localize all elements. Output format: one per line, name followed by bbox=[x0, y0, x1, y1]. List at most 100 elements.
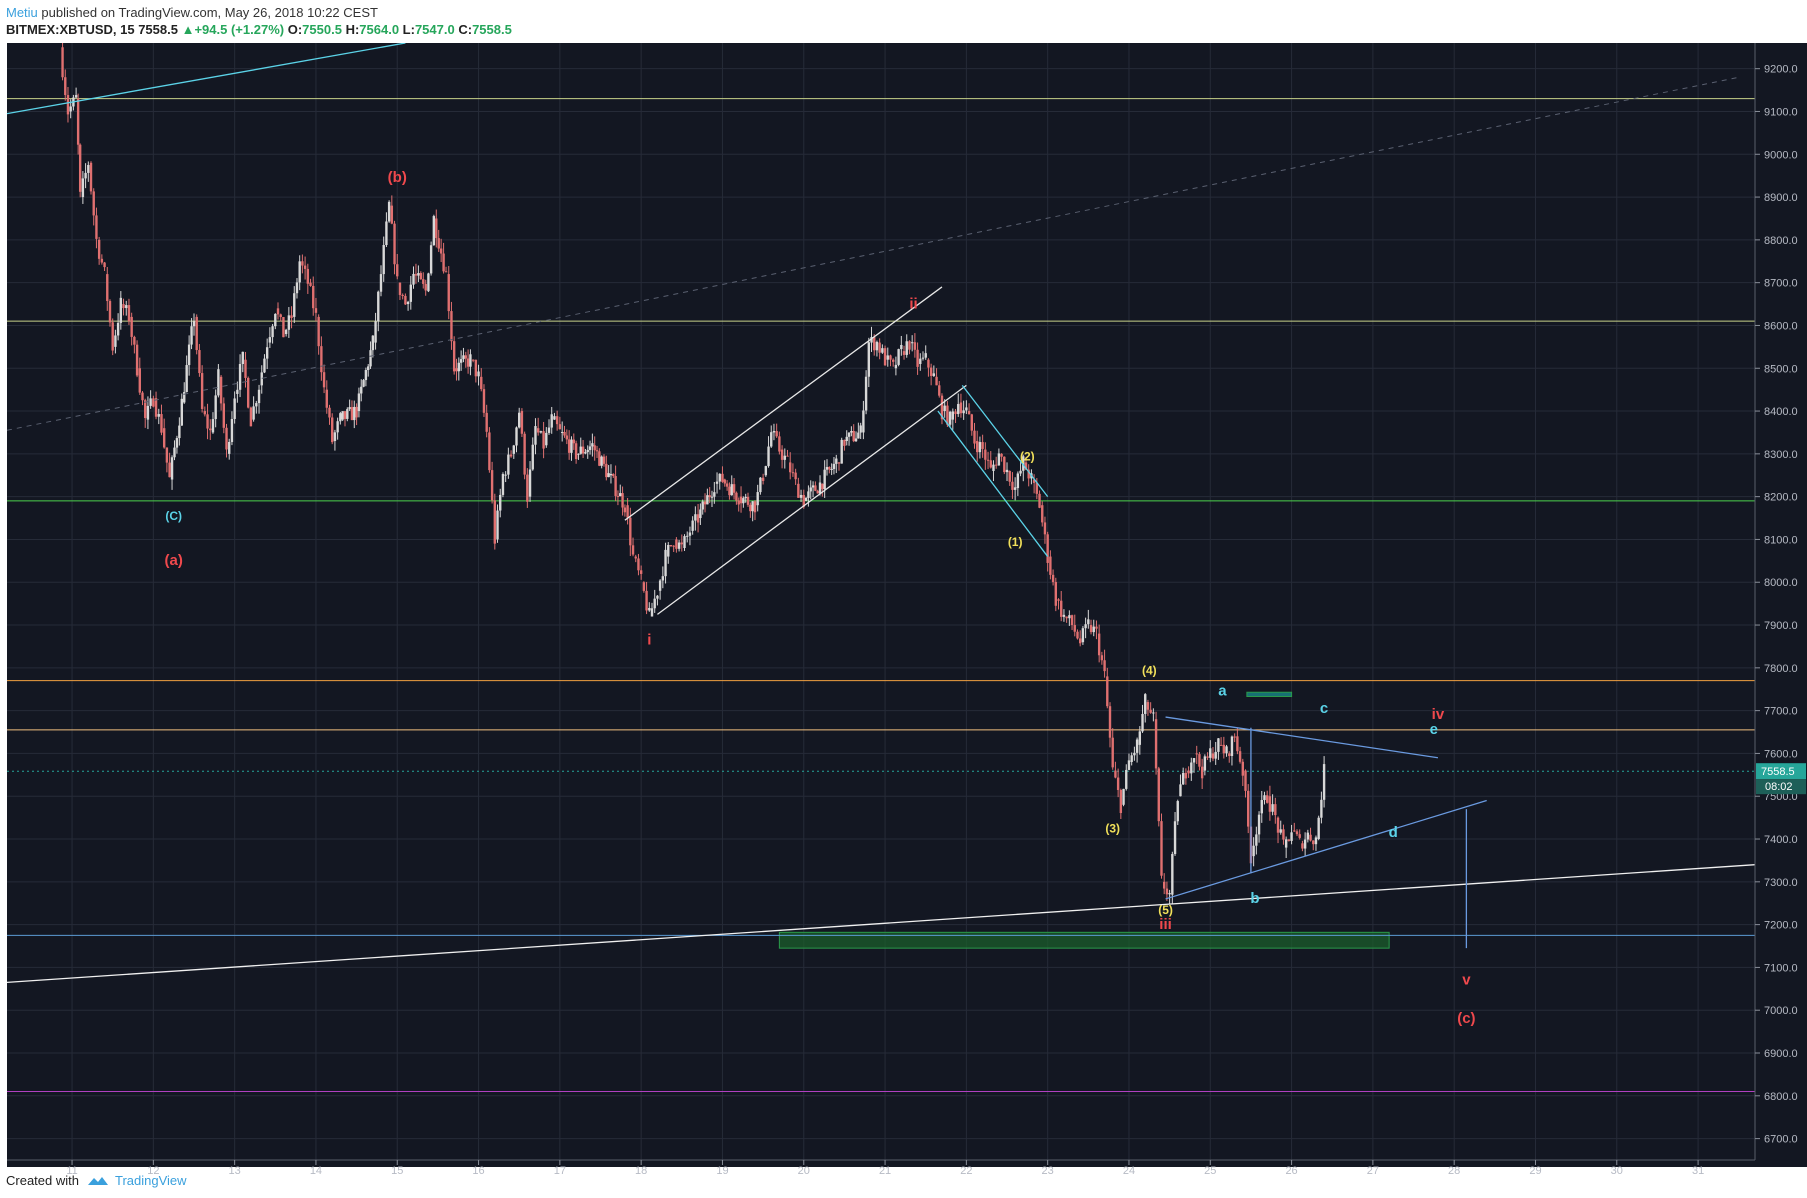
candle-body bbox=[455, 368, 458, 372]
candle-body bbox=[818, 482, 822, 494]
candle-body bbox=[889, 355, 892, 360]
candle-body bbox=[542, 431, 545, 449]
price-tick-label: 7400.0 bbox=[1764, 834, 1798, 846]
candle-body bbox=[442, 253, 445, 272]
candle-body bbox=[1252, 845, 1255, 857]
candle-body bbox=[653, 598, 656, 609]
candle-body bbox=[1152, 712, 1155, 714]
candle-body bbox=[108, 301, 112, 323]
time-tick-label: 18 bbox=[635, 1165, 647, 1177]
candle-body bbox=[1168, 893, 1171, 895]
time-tick-label: 25 bbox=[1204, 1165, 1216, 1177]
candle-body bbox=[320, 346, 323, 373]
price-tick-label: 7800.0 bbox=[1764, 663, 1798, 675]
candle-body bbox=[910, 342, 914, 344]
support-zone bbox=[1246, 691, 1293, 698]
candle-body bbox=[339, 413, 342, 422]
candle-body bbox=[217, 369, 220, 396]
price-tick-label: 7900.0 bbox=[1764, 620, 1798, 632]
candle-body bbox=[570, 439, 573, 453]
candle-body bbox=[598, 451, 601, 466]
candle-body bbox=[1173, 821, 1177, 854]
candle-body bbox=[905, 341, 908, 355]
author-link[interactable]: Metiu bbox=[6, 5, 38, 20]
candle-body bbox=[1011, 481, 1014, 490]
candle-body bbox=[1244, 770, 1247, 791]
candle-body bbox=[303, 265, 307, 269]
candle-body bbox=[1078, 638, 1082, 644]
candle-body bbox=[721, 473, 724, 482]
wave-label: (b) bbox=[388, 169, 407, 186]
trendline bbox=[1165, 716, 1439, 759]
candle-body bbox=[850, 430, 853, 433]
candle-body bbox=[1054, 582, 1057, 606]
candle-body bbox=[706, 495, 709, 505]
candle-body bbox=[1149, 709, 1152, 713]
candle-body bbox=[658, 580, 662, 591]
candle-body bbox=[1111, 737, 1114, 768]
candle-body bbox=[1160, 821, 1163, 876]
tradingview-logo-icon bbox=[87, 1176, 108, 1185]
candle-body bbox=[1284, 839, 1288, 848]
time-tick-label: 14 bbox=[310, 1165, 322, 1177]
tradingview-brand-link[interactable]: TradingView bbox=[114, 1173, 187, 1188]
candle-body bbox=[165, 447, 169, 463]
candle-body bbox=[1241, 761, 1244, 776]
candle-body bbox=[284, 329, 288, 335]
candle-body bbox=[371, 335, 375, 351]
candle-body bbox=[412, 273, 415, 285]
candle-body bbox=[648, 607, 651, 611]
candle-body bbox=[840, 439, 843, 464]
candle-body bbox=[1127, 760, 1131, 770]
candle-body bbox=[379, 274, 383, 292]
wave-label: iv bbox=[1432, 706, 1445, 723]
trendline bbox=[937, 410, 1049, 557]
price-tick-label: 8900.0 bbox=[1764, 192, 1798, 204]
time-tick-label: 15 bbox=[391, 1165, 403, 1177]
candle-body bbox=[1203, 756, 1207, 771]
candle-body bbox=[661, 576, 665, 581]
candle-body bbox=[894, 364, 898, 369]
candle-body bbox=[1303, 839, 1307, 849]
last-price-badge-text: 7558.5 bbox=[1761, 766, 1795, 778]
candle-body bbox=[789, 462, 792, 473]
candle-body bbox=[713, 492, 716, 497]
candle-body bbox=[322, 372, 326, 388]
candle-body bbox=[192, 321, 196, 327]
candle-body bbox=[282, 317, 285, 338]
candle-body bbox=[1019, 470, 1022, 474]
candle-body bbox=[891, 359, 895, 362]
candle-body bbox=[1062, 614, 1066, 617]
candle-body bbox=[602, 456, 606, 464]
candle-body bbox=[429, 245, 433, 274]
candle-body bbox=[457, 362, 461, 372]
candle-body bbox=[688, 532, 692, 536]
candle-body bbox=[271, 326, 274, 338]
candle-body bbox=[897, 349, 900, 365]
candle-body bbox=[579, 446, 582, 454]
candle-body bbox=[675, 539, 678, 549]
price-tick-label: 7000.0 bbox=[1764, 1005, 1798, 1017]
candle-body bbox=[432, 216, 436, 246]
candle-body bbox=[360, 386, 363, 394]
grid-lines bbox=[7, 43, 1755, 1160]
candle-body bbox=[932, 373, 936, 376]
candle-body bbox=[485, 412, 488, 432]
candle-body bbox=[759, 477, 762, 493]
low-value: 7547.0 bbox=[414, 22, 455, 37]
candle-body bbox=[178, 425, 181, 439]
candle-body bbox=[393, 223, 396, 265]
candle-body bbox=[919, 358, 922, 364]
candle-body bbox=[753, 501, 757, 513]
candle-body bbox=[775, 431, 778, 437]
wave-label: (C) bbox=[165, 509, 182, 523]
candle-body bbox=[811, 485, 815, 488]
candle-body bbox=[886, 355, 889, 360]
candle-body bbox=[1192, 758, 1196, 763]
candle-body bbox=[244, 359, 247, 378]
candle-body bbox=[764, 466, 768, 476]
candle-body bbox=[783, 455, 786, 460]
symbol-label[interactable]: BITMEX:XBTUSD, 15 bbox=[6, 22, 135, 37]
candle-body bbox=[954, 411, 957, 415]
